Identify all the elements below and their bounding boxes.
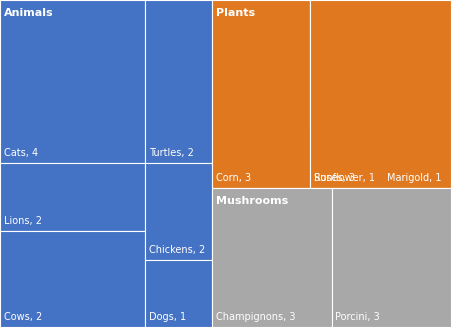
Text: Animals: Animals (4, 8, 53, 18)
Text: Lions, 2: Lions, 2 (4, 216, 41, 226)
Bar (212, 0, 310, 188)
Text: Roses, 3: Roses, 3 (313, 173, 354, 183)
Bar (212, 188, 331, 327)
Text: Sunflower, 1: Sunflower, 1 (313, 173, 375, 183)
Bar (331, 188, 451, 327)
Bar (310, 0, 451, 188)
Bar (310, 0, 451, 129)
Text: Porcini, 3: Porcini, 3 (335, 312, 380, 322)
Text: Chickens, 2: Chickens, 2 (149, 245, 205, 255)
Text: Mushrooms: Mushrooms (216, 196, 288, 206)
Text: Plants: Plants (216, 8, 255, 18)
Text: Marigold, 1: Marigold, 1 (387, 173, 441, 183)
Text: Cows, 2: Cows, 2 (4, 312, 42, 322)
Bar (0, 0, 145, 163)
Text: Champignons, 3: Champignons, 3 (216, 312, 295, 322)
Text: Corn, 3: Corn, 3 (216, 173, 251, 183)
Text: Cats, 4: Cats, 4 (4, 148, 38, 158)
Text: Dogs, 1: Dogs, 1 (149, 312, 186, 322)
Bar (145, 163, 212, 260)
Bar (0, 231, 145, 327)
Bar (0, 163, 145, 231)
Text: Turtles, 2: Turtles, 2 (149, 148, 193, 158)
Bar (145, 260, 212, 327)
Bar (145, 0, 212, 163)
